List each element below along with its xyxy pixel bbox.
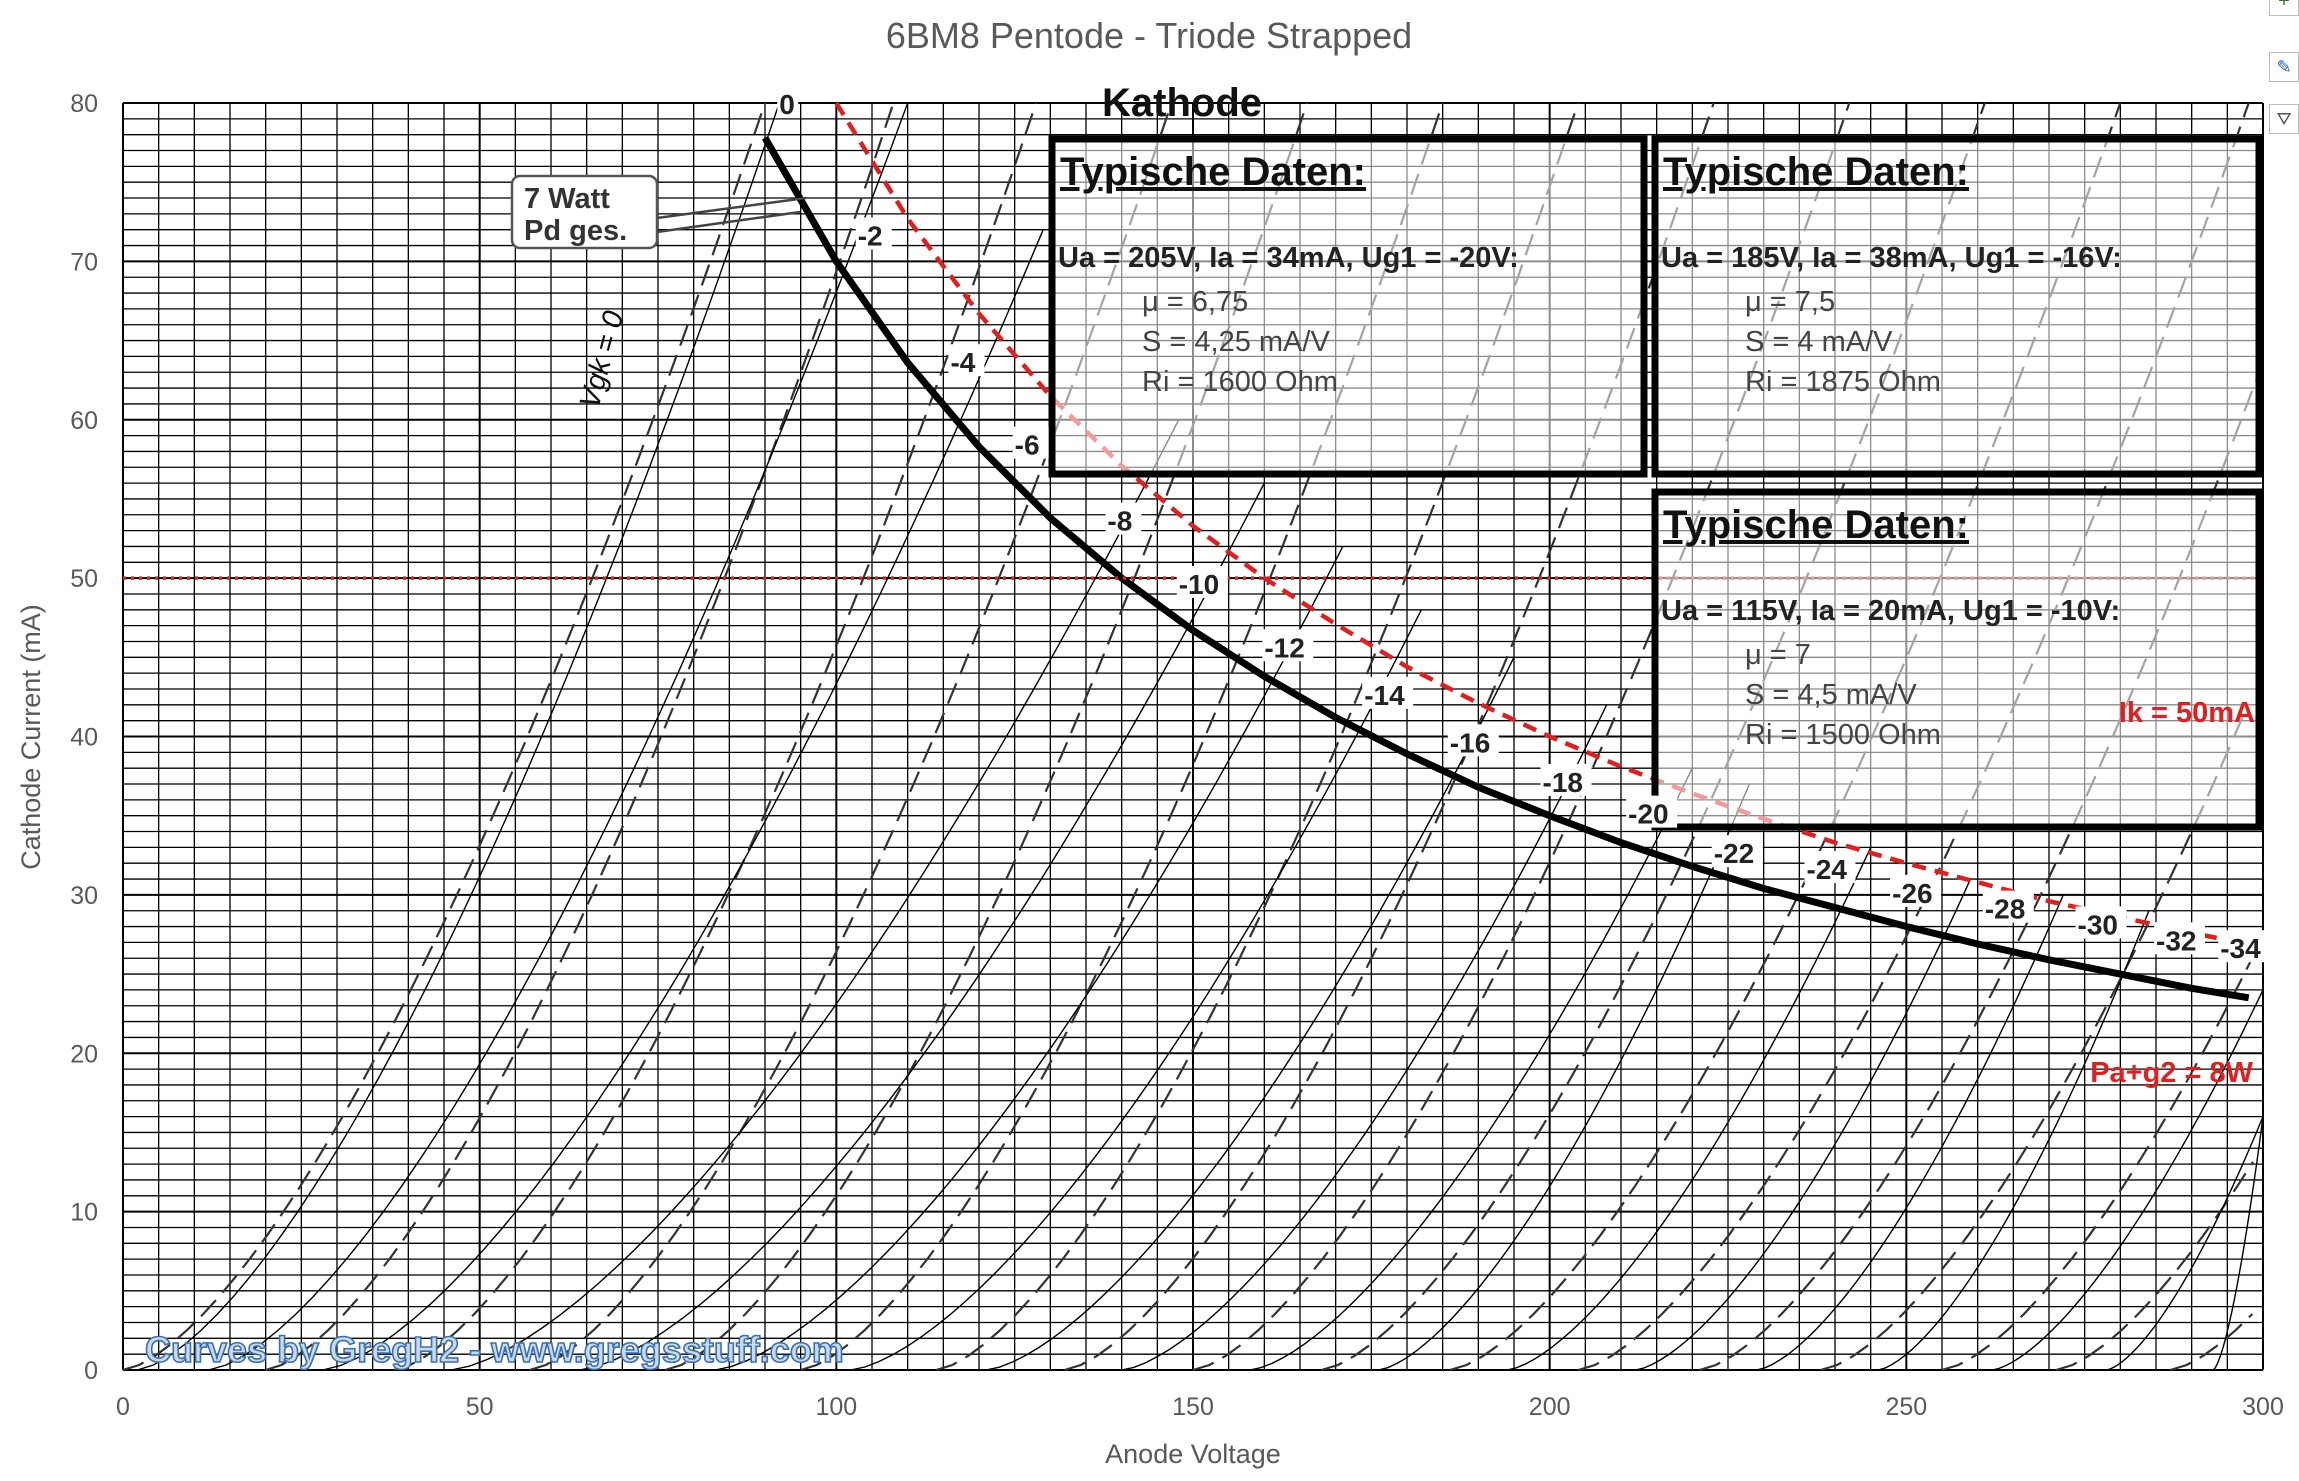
y-tick-label: 50 (70, 565, 98, 593)
curve-label: -30 (2078, 909, 2118, 940)
credit-watermark: Curves by GregH2 - www.gregsstuff.com (145, 1329, 844, 1370)
add-element-button[interactable]: + (2269, 0, 2299, 16)
data-box-heading: Typische Daten: (1663, 503, 1969, 547)
y-tick-label: 70 (70, 248, 98, 276)
data-box-mu: μ = 7,5 (1745, 286, 1835, 318)
x-tick-label: 250 (1885, 1393, 1927, 1421)
data-box-ri: Ri = 1500 Ohm (1745, 719, 1941, 751)
curve-label: -6 (1015, 430, 1040, 461)
y-tick-label: 20 (70, 1040, 98, 1068)
curve-label: -10 (1179, 569, 1219, 600)
callout-line1: 7 Watt (524, 183, 610, 215)
style-brush-button[interactable]: ✎ (2269, 52, 2299, 82)
dashed-curve (1942, 955, 2254, 1370)
y-tick-label: 10 (70, 1199, 98, 1227)
callout-line2: Pd ges. (524, 215, 627, 247)
filter-button[interactable]: ⛛ (2269, 104, 2299, 134)
curve-label: -28 (1985, 894, 2025, 925)
data-box-s: S = 4 mA/V (1745, 326, 1893, 358)
x-tick-label: 300 (2242, 1393, 2284, 1421)
curve-label: -16 (1450, 727, 1490, 758)
y-tick-label: 0 (84, 1357, 98, 1385)
x-tick-label: 150 (1172, 1393, 1214, 1421)
x-tick-label: 100 (815, 1393, 857, 1421)
solid-curve (1507, 847, 1871, 1370)
chart-title: 6BM8 Pentode - Triode Strapped (886, 15, 1412, 56)
y-tick-label: 30 (70, 882, 98, 910)
curve-label: -14 (1364, 680, 1405, 711)
data-box-condition: Ua = 185V, Ia = 38mA, Ug1 = -16V: (1661, 242, 2122, 274)
data-box-s: S = 4,25 mA/V (1142, 326, 1330, 358)
curve-label: -26 (1892, 878, 1932, 909)
data-box-heading: Typische Daten: (1060, 150, 1366, 194)
data-box-heading: Typische Daten: (1663, 150, 1969, 194)
y-tick-label: 40 (70, 724, 98, 752)
x-tick-label: 0 (116, 1393, 130, 1421)
curve-label: -12 (1264, 632, 1304, 663)
curve-label: 0 (779, 89, 795, 120)
pa-label: Pa+g2 = 8W (2090, 1057, 2253, 1089)
callout-pointer (657, 198, 806, 232)
curve-label: -18 (1543, 767, 1583, 798)
data-box: Typische Daten: Ua = 205V, Ia = 34mA, Ug1… (1052, 139, 1644, 474)
y-axis-label: Cathode Current (mA) (16, 604, 46, 870)
filter-icon: ⛛ (2276, 109, 2291, 130)
data-box: Typische Daten: Ua = 115V, Ia = 20mA, Ug1… (1655, 492, 2259, 827)
curve-label: -4 (950, 347, 975, 378)
data-box-condition: Ua = 205V, Ia = 34mA, Ug1 = -20V: (1058, 242, 1519, 274)
curve-label: -32 (2156, 925, 2196, 956)
curve-label: -2 (858, 221, 883, 252)
curve-label: -8 (1107, 506, 1132, 537)
y-tick-label: 80 (70, 90, 98, 118)
data-box-mu: μ = 6,75 (1142, 286, 1248, 318)
y-tick-label: 60 (70, 407, 98, 435)
curve-label: -20 (1628, 799, 1668, 830)
x-tick-label: 50 (466, 1393, 494, 1421)
data-box-s: S = 4,5 mA/V (1745, 679, 1917, 711)
brush-icon: ✎ (2276, 57, 2291, 78)
data-box-mu: μ = 7 (1745, 639, 1811, 671)
ik-label: Ik = 50mA (2119, 697, 2255, 729)
x-tick-label: 200 (1529, 1393, 1571, 1421)
plus-icon: + (2278, 0, 2290, 13)
curve-label: -34 (2220, 933, 2261, 964)
curve-label: -24 (1806, 854, 1847, 885)
data-box-ri: Ri = 1875 Ohm (1745, 366, 1941, 398)
data-box-ri: Ri = 1600 Ohm (1142, 366, 1338, 398)
x-axis-label: Anode Voltage (1105, 1439, 1281, 1469)
data-box: Typische Daten: Ua = 185V, Ia = 38mA, Ug1… (1655, 139, 2259, 474)
data-box-condition: Ua = 115V, Ia = 20mA, Ug1 = -10V: (1661, 595, 2120, 627)
curve-label: -22 (1714, 838, 1754, 869)
cathode-label: Kathode (1102, 81, 1262, 125)
